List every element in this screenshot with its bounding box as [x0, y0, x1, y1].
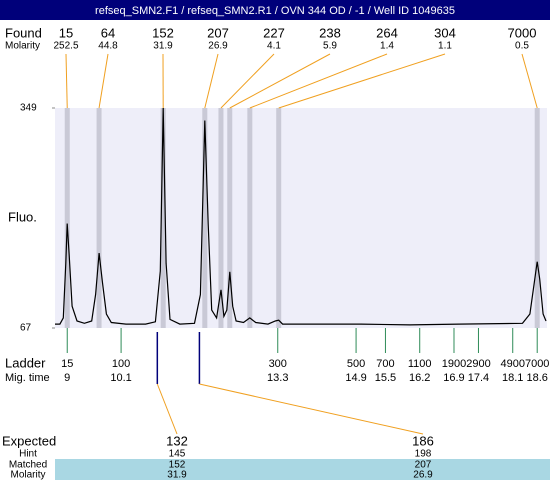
mig-time: 17.4 [468, 372, 489, 384]
found-size: 15 [59, 25, 73, 40]
found-size: 64 [101, 25, 115, 40]
y-axis-label: Fluo. [8, 209, 37, 224]
found-molarity: 4.1 [267, 41, 281, 52]
found-molarity: 1.4 [380, 41, 394, 52]
matched-band [55, 459, 550, 480]
mig-time-label: Mig. time [5, 372, 50, 384]
found-molarity: 252.5 [53, 41, 78, 52]
plot-area [55, 108, 547, 328]
ladder-size: 300 [269, 358, 287, 370]
mig-time: 14.9 [345, 372, 366, 384]
peak-connector [220, 53, 275, 109]
ladder-size: 15 [61, 358, 73, 370]
found-molarity: 31.9 [153, 41, 173, 52]
peak-band [227, 108, 233, 328]
peak-band [96, 108, 102, 328]
peak-band [534, 108, 540, 328]
found-size: 7000 [508, 25, 537, 40]
peak-connector [204, 53, 219, 109]
ladder-size: 1100 [408, 358, 432, 370]
found-molarity: 26.9 [208, 41, 228, 52]
mig-time: 10.1 [110, 372, 131, 384]
found-molarity: 44.8 [98, 41, 118, 52]
found-molarity: 0.5 [515, 41, 529, 52]
peak-connector [229, 53, 331, 109]
found-size: 152 [152, 25, 174, 40]
expected-row-label: Matched [9, 460, 47, 471]
found-size: 264 [376, 25, 398, 40]
mig-time: 15.5 [375, 372, 396, 384]
peak-band [247, 108, 253, 328]
expected-value: 186 [412, 433, 434, 448]
found-molarity: 1.1 [438, 41, 452, 52]
peak-connector [521, 53, 538, 109]
peak-connector [98, 53, 109, 109]
found-size: 304 [434, 25, 456, 40]
peak-band [218, 108, 224, 328]
peak-band [202, 108, 208, 328]
expected-row-label: Expected [2, 433, 56, 448]
ladder-size: 4900 [500, 358, 524, 370]
peak-band [160, 108, 166, 328]
peak-connector [249, 53, 388, 109]
mig-time: 16.9 [443, 372, 464, 384]
expected-value: 152 [169, 460, 186, 471]
peak-connector [278, 53, 446, 109]
ladder-size: 1900 [442, 358, 466, 370]
ladder-size: 2900 [466, 358, 490, 370]
header-bar [0, 0, 550, 20]
expected-value: 198 [415, 449, 432, 460]
y-tick-label: 67 [20, 323, 32, 334]
mig-time: 18.1 [502, 372, 523, 384]
trace [55, 108, 547, 326]
expected-connector [199, 383, 424, 435]
expected-value: 207 [415, 460, 432, 471]
found-molarity: 5.9 [323, 41, 337, 52]
peak-connector [65, 53, 68, 109]
peak-band [64, 108, 70, 328]
expected-value: 31.9 [167, 470, 187, 480]
molarity-label: Molarity [5, 41, 40, 52]
ladder-label: Ladder [5, 355, 46, 370]
mig-time: 16.2 [409, 372, 430, 384]
mig-time: 13.3 [267, 372, 288, 384]
found-size: 207 [207, 25, 229, 40]
mig-time: 18.6 [526, 372, 547, 384]
expected-connector [156, 383, 178, 435]
expected-row-label: Molarity [10, 470, 45, 480]
y-tick-label: 349 [20, 103, 37, 114]
found-size: 227 [263, 25, 285, 40]
ladder-size: 7000 [525, 358, 549, 370]
ladder-size: 100 [112, 358, 130, 370]
found-label: Found [5, 25, 42, 40]
expected-value: 26.9 [413, 470, 433, 480]
expected-row-label: Hint [19, 449, 37, 460]
expected-value: 145 [169, 449, 186, 460]
mig-time: 9 [64, 372, 70, 384]
header-title: refseq_SMN2.F1 / refseq_SMN2.R1 / OVN 34… [95, 5, 455, 17]
ladder-size: 500 [347, 358, 365, 370]
ladder-size: 700 [376, 358, 394, 370]
expected-value: 132 [166, 433, 188, 448]
peak-band [276, 108, 282, 328]
found-size: 238 [319, 25, 341, 40]
